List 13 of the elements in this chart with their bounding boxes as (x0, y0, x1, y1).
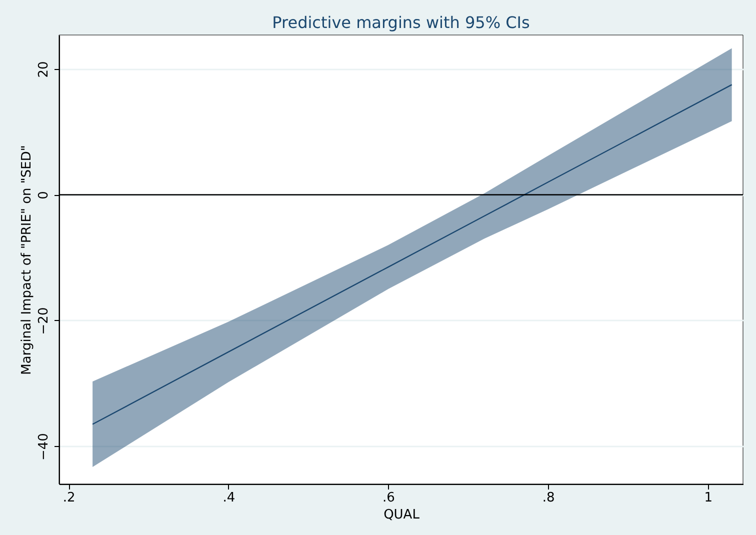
x-tick-label: 1 (704, 490, 712, 506)
x-tick-label: .6 (382, 490, 395, 506)
x-tick-label: .8 (542, 490, 555, 506)
y-tick-label: 0 (36, 191, 52, 200)
x-axis-title: QUAL (384, 508, 420, 522)
y-tick-label: −20 (36, 307, 52, 335)
y-axis-title: Marginal Impact of "PRIE" on "SED" (20, 145, 34, 375)
y-tick-label: 20 (36, 61, 52, 78)
x-tick-label: .4 (222, 490, 236, 506)
x-tick-label: .2 (62, 490, 76, 506)
line-series (92, 84, 732, 425)
chart-title: Predictive margins with 95% CIs (272, 13, 530, 32)
y-tick-label: −40 (36, 433, 52, 460)
